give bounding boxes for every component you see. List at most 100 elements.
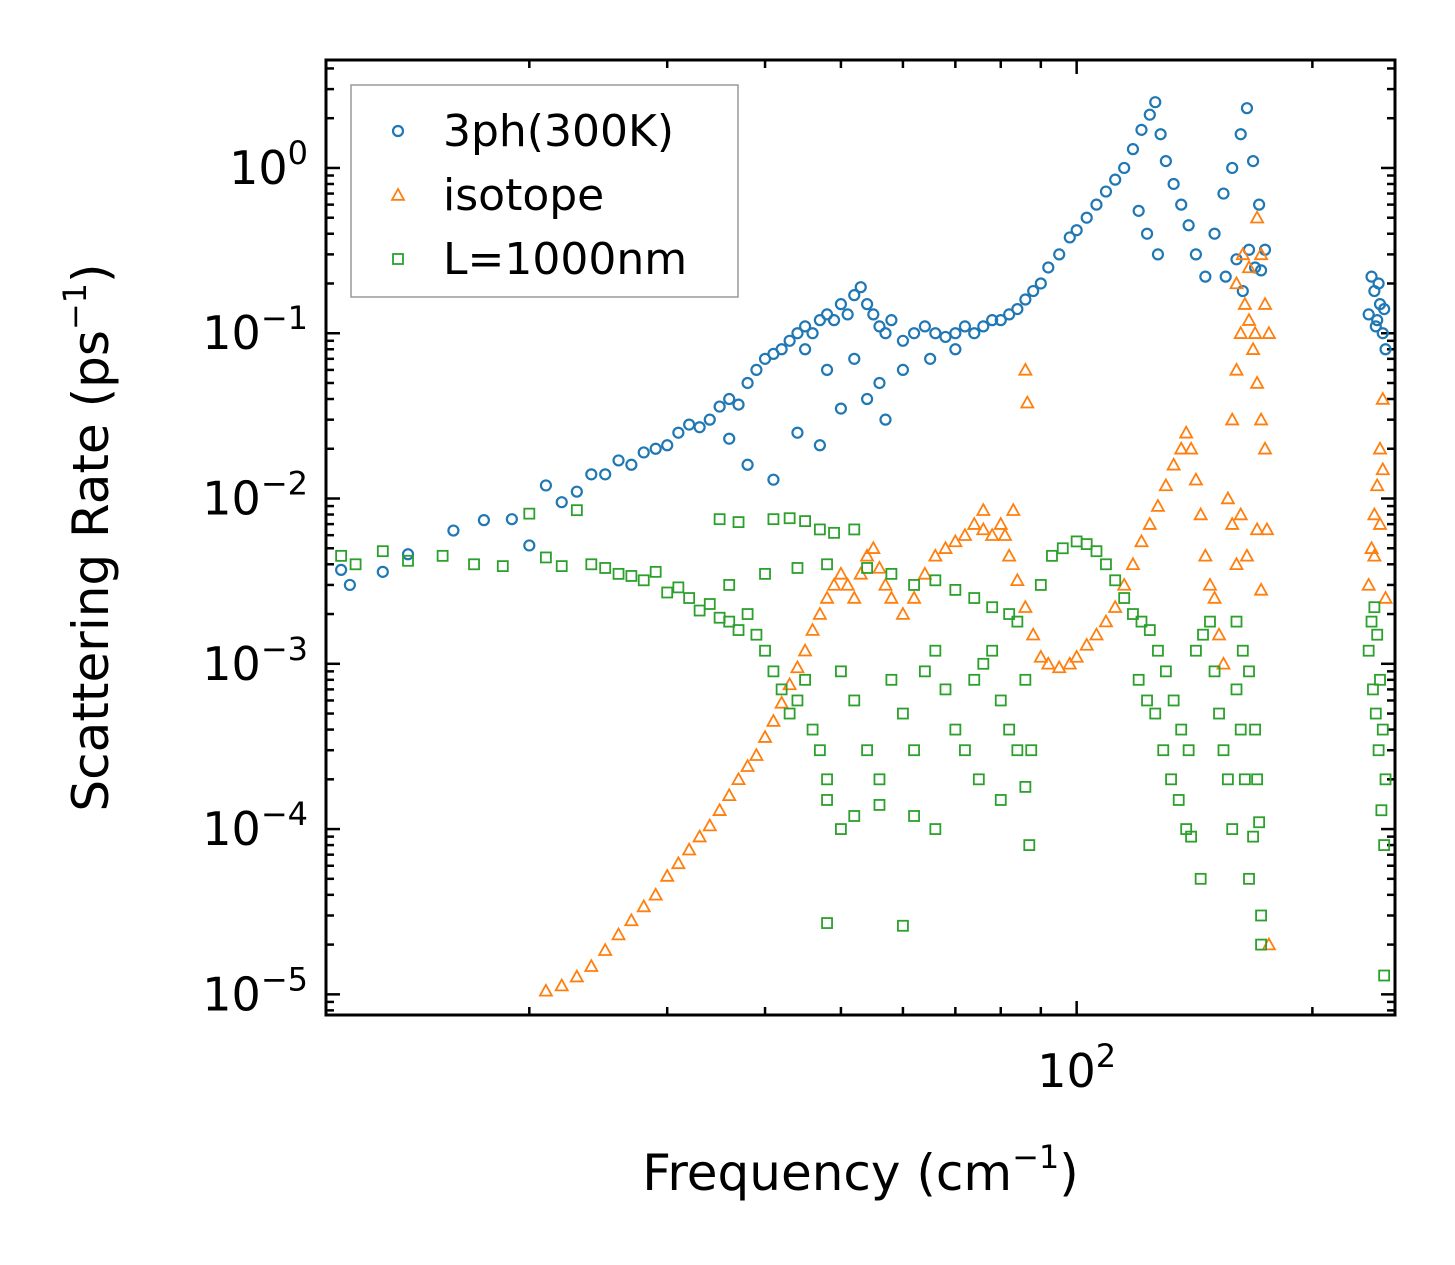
data-point [1378,969,1391,982]
data-point [1183,440,1199,455]
data-point [798,320,812,333]
data-point [1034,579,1047,591]
data-point [791,694,804,707]
data-point [846,590,862,604]
data-point [1376,327,1389,340]
data-point [1230,615,1243,628]
data-point [1243,665,1255,678]
data-point [949,327,962,340]
data-point [1025,626,1041,641]
data-point [1125,556,1141,570]
data-point [692,828,708,843]
data-point [583,958,599,972]
data-point [1259,521,1275,536]
data-point [1009,572,1025,587]
y-tick-label: 10−3 [202,630,308,691]
data-point [1378,590,1394,604]
x-axis-label-main: Frequency (cm [642,1144,1012,1202]
data-point [1166,456,1182,471]
data-point [343,578,356,592]
data-point [672,426,685,439]
data-point [859,547,875,562]
data-point [897,707,909,720]
data-point [1378,302,1391,316]
data-point [1135,615,1148,628]
data-point [750,363,763,377]
data-point [599,468,612,481]
y-axis-label: Scattering Rate (ps−1) [56,263,120,811]
data-point [1172,794,1185,806]
data-point [672,581,685,594]
data-point [1040,655,1056,670]
data-point [376,545,389,558]
data-point [625,458,638,471]
data-point [806,327,819,340]
data-point [949,343,962,356]
data-point [927,547,943,562]
data-point [797,642,813,657]
data-point [612,454,625,467]
data-point [1238,773,1251,786]
data-point [812,606,828,620]
data-point [721,787,737,802]
data-point [1033,649,1049,663]
data-point [949,583,962,596]
data-point [1236,644,1249,657]
data-point [1070,535,1083,548]
data-point [1261,325,1277,339]
data-point [848,523,861,536]
data-point [637,446,650,459]
x-axis-label: Frequency (cm−1) [642,1138,1079,1202]
data-point [1376,723,1389,736]
data-point [585,558,598,571]
data-point [1241,259,1257,274]
data-point [703,598,716,610]
data-point [774,695,790,709]
data-point [741,376,754,390]
data-point [1372,516,1388,530]
data-point [539,479,553,492]
data-point [1063,231,1076,244]
data-point [1366,506,1382,521]
data-point [1090,545,1103,558]
data-point [693,604,706,617]
data-point [1034,277,1047,290]
data-point [505,513,518,526]
data-point [1372,744,1385,757]
data-point [1361,577,1377,591]
data-point [523,507,536,520]
data-point [555,496,568,509]
y-tick-label: 10−4 [202,795,308,856]
data-point [750,628,763,641]
data-point [908,810,920,822]
data-point [877,577,894,591]
data-point [873,320,886,333]
data-point [1369,707,1382,720]
data-point [1224,411,1240,426]
data-point [885,314,898,327]
data-point [959,744,971,757]
data-point [625,570,638,582]
data-point [1219,270,1232,283]
data-point [732,624,745,636]
data-point [873,376,886,390]
data-point [636,898,652,913]
data-point [732,516,745,528]
data-point [1017,362,1033,376]
data-point [1158,477,1174,492]
data-point [1165,773,1177,786]
y-tick-label: 100 [229,134,308,195]
data-point [1362,308,1375,321]
data-point [1204,615,1216,628]
data-point [821,558,833,571]
data-point [649,565,662,578]
data-point [821,773,833,786]
data-point [939,330,952,344]
legend-box [350,84,739,298]
data-point [1367,683,1379,696]
data-point [841,308,854,321]
data-point [1152,644,1164,657]
legend-label: isotope [443,170,604,221]
data-point [1246,155,1260,168]
legend-marker [392,253,404,265]
